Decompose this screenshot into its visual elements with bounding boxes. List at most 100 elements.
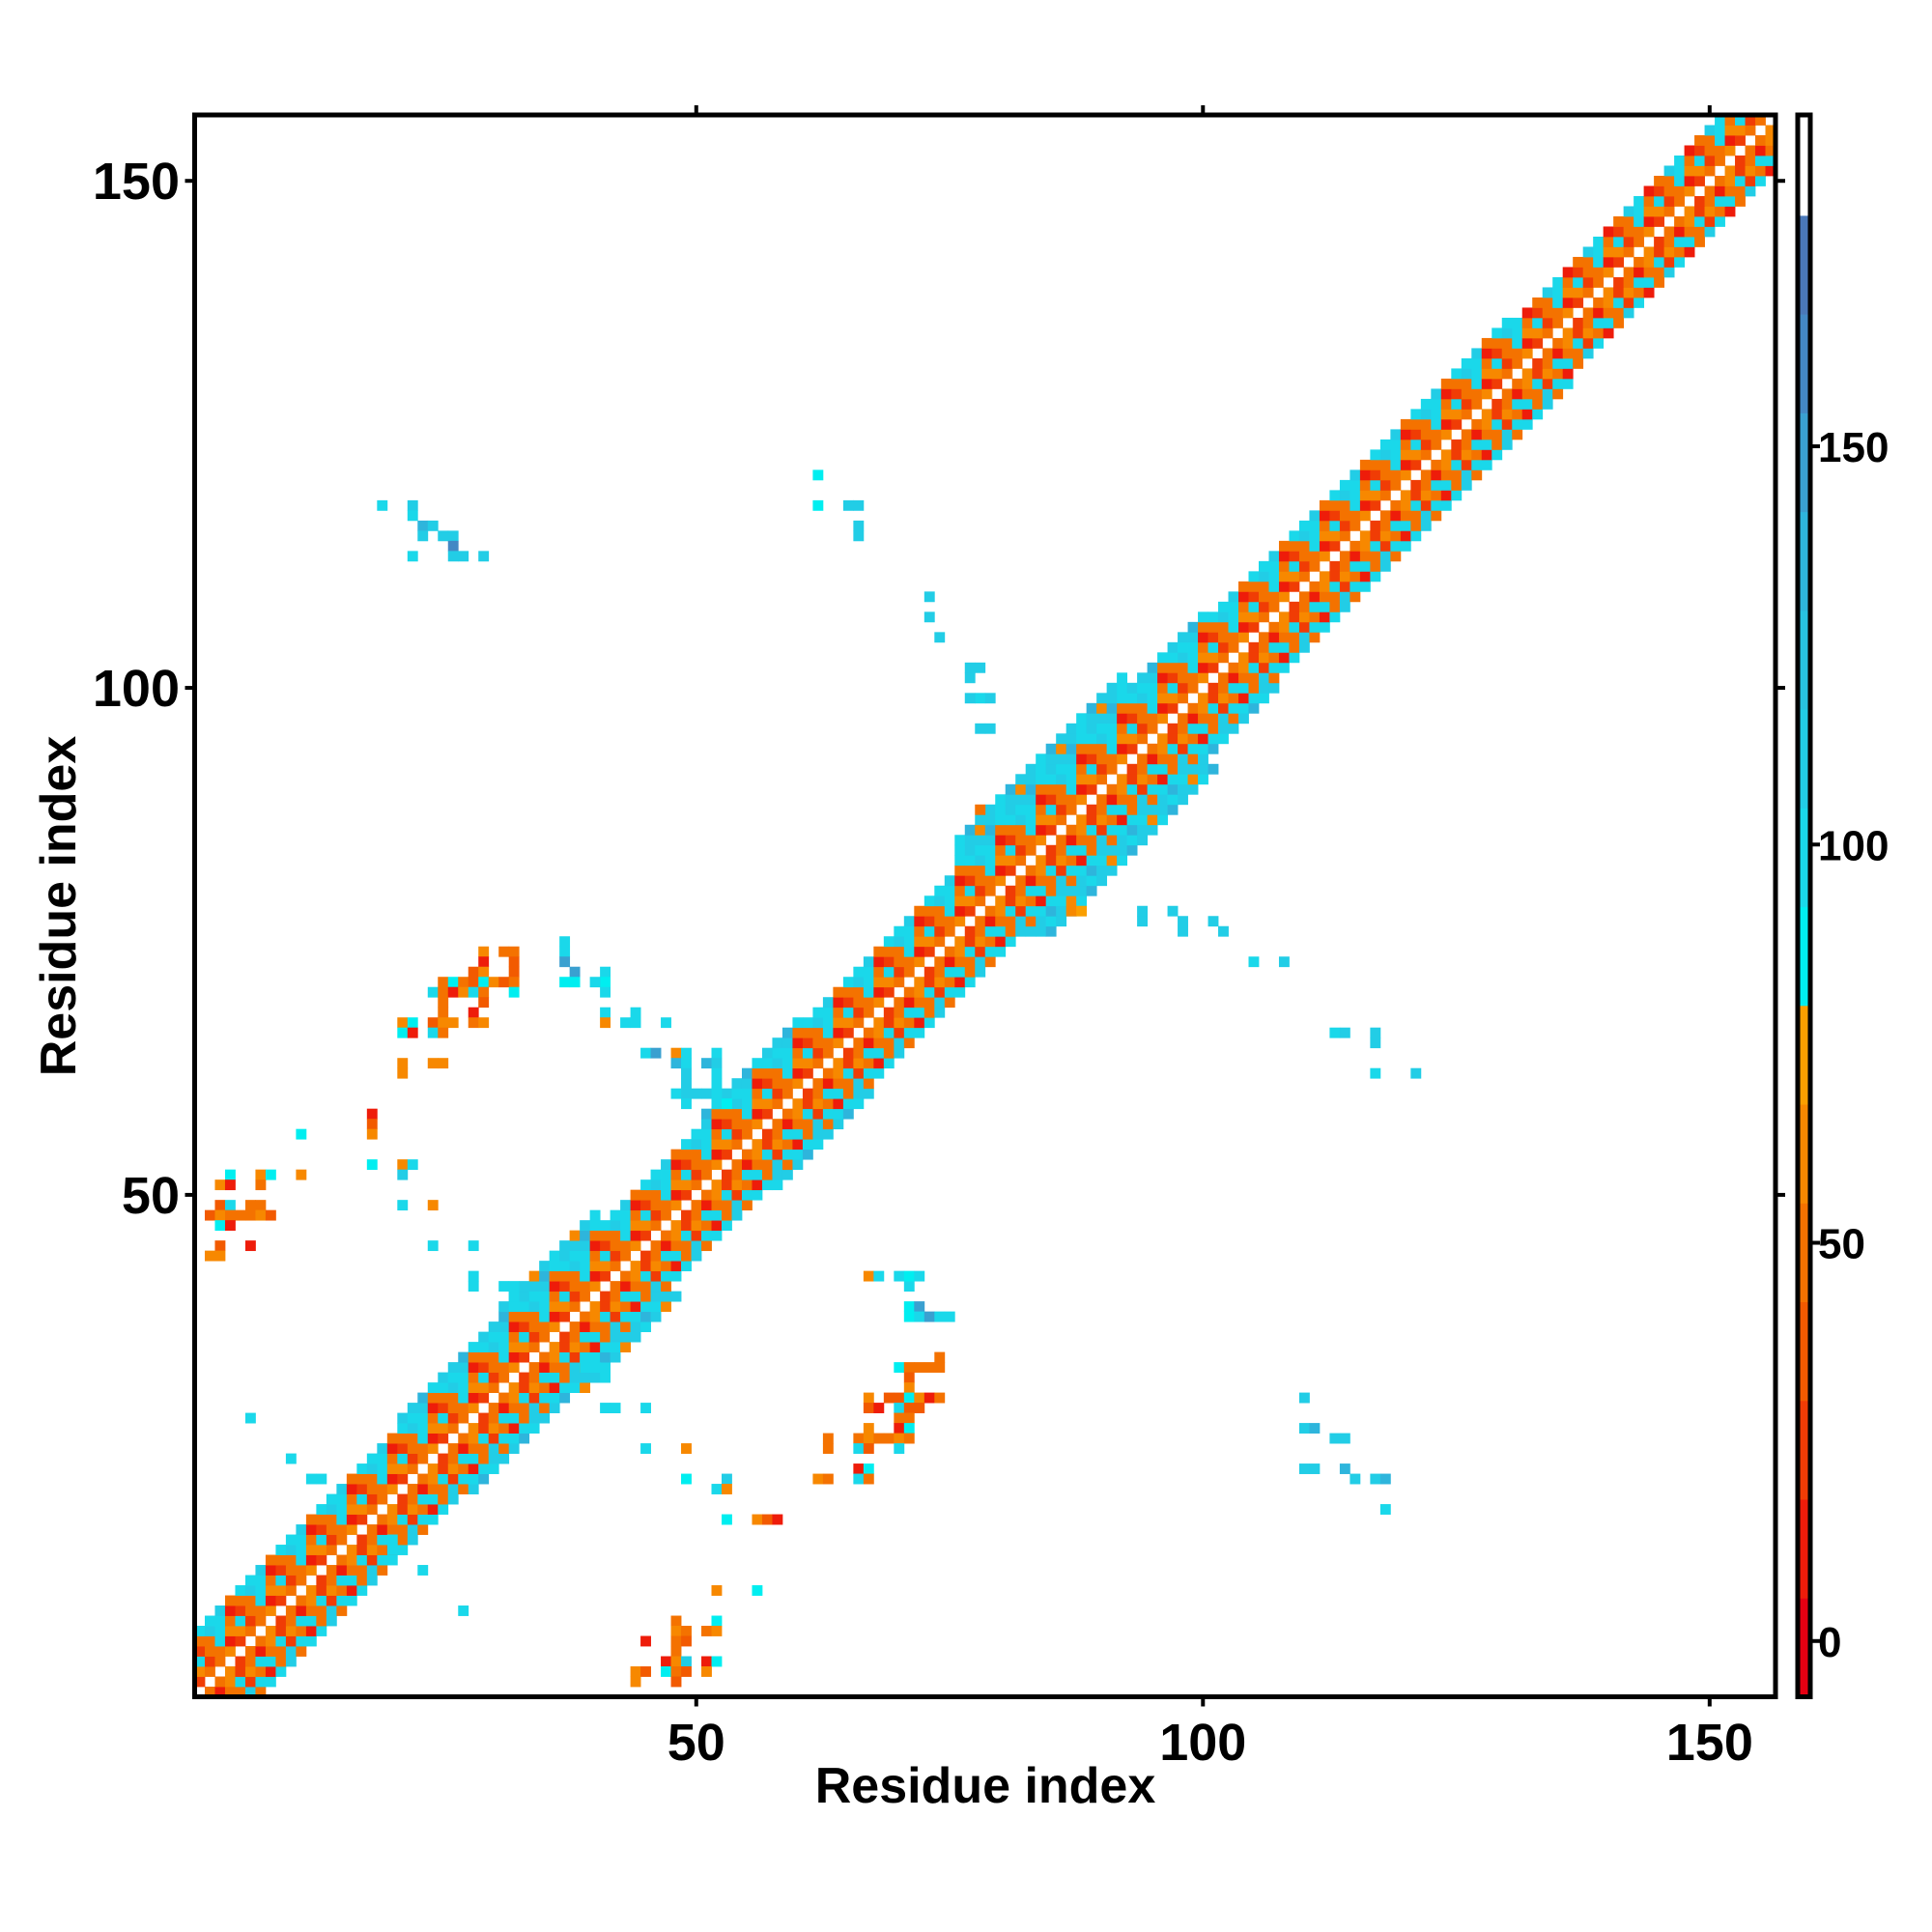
heatmap-cell xyxy=(498,1412,510,1424)
heatmap-cell xyxy=(1248,581,1260,592)
heatmap-cell xyxy=(802,1027,813,1038)
heatmap-cell xyxy=(1715,145,1725,156)
heatmap-cell xyxy=(417,1403,429,1413)
heatmap-cell xyxy=(580,1342,591,1353)
heatmap-cell xyxy=(1065,905,1077,917)
heatmap-cell xyxy=(1562,297,1574,308)
heatmap-cell xyxy=(802,1047,813,1059)
heatmap-cell xyxy=(447,530,459,542)
heatmap-cell xyxy=(397,1545,409,1555)
heatmap-cell xyxy=(366,1493,378,1505)
heatmap-cell xyxy=(1471,368,1483,380)
heatmap-cell xyxy=(1025,763,1037,775)
heatmap-cell xyxy=(1147,713,1158,724)
heatmap-cell xyxy=(975,835,986,846)
heatmap-cell xyxy=(741,1078,753,1090)
heatmap-cell xyxy=(661,1281,671,1293)
heatmap-cell xyxy=(589,1220,601,1232)
heatmap-cell xyxy=(1086,875,1097,887)
heatmap-cell xyxy=(1228,641,1239,653)
heatmap-cell xyxy=(1086,783,1097,795)
heatmap-cell xyxy=(1309,591,1321,603)
heatmap-cell xyxy=(1248,591,1260,603)
heatmap-cell xyxy=(488,1362,499,1374)
heatmap-cell xyxy=(1248,956,1260,968)
heatmap-cell xyxy=(356,1463,368,1474)
heatmap-cell xyxy=(1684,226,1695,238)
heatmap-cell xyxy=(995,936,1007,948)
heatmap-cell xyxy=(894,1443,905,1454)
heatmap-cell xyxy=(903,956,915,968)
heatmap-cell xyxy=(508,986,520,998)
heatmap-cell xyxy=(1096,763,1108,775)
heatmap-cell xyxy=(1370,540,1381,552)
heatmap-cell xyxy=(1298,632,1310,643)
heatmap-cell xyxy=(468,1017,479,1029)
heatmap-cell xyxy=(1178,743,1188,754)
heatmap-cell xyxy=(1117,672,1128,684)
heatmap-cell xyxy=(772,1149,783,1160)
heatmap-cell xyxy=(549,1281,560,1293)
heatmap-cell xyxy=(1715,185,1725,197)
heatmap-cell xyxy=(1542,378,1553,389)
heatmap-cell xyxy=(285,1565,297,1576)
heatmap-cell xyxy=(691,1250,702,1262)
heatmap-cell xyxy=(863,956,874,968)
heatmap-cell xyxy=(407,1484,418,1494)
heatmap-cell xyxy=(1198,632,1208,643)
heatmap-cell xyxy=(468,1433,479,1444)
heatmap-cell xyxy=(194,1676,206,1688)
heatmap-cell xyxy=(1117,753,1128,765)
heatmap-cell xyxy=(559,1291,571,1302)
heatmap-cell xyxy=(863,1037,874,1049)
heatmap-cell xyxy=(1298,1423,1310,1434)
heatmap-cell xyxy=(1036,875,1047,887)
heatmap-cell xyxy=(1745,175,1756,186)
heatmap-cell xyxy=(1289,551,1300,562)
heatmap-cell xyxy=(1359,571,1371,582)
heatmap-cell xyxy=(1005,885,1016,896)
heatmap-cell xyxy=(1045,814,1057,826)
heatmap-cell xyxy=(1420,469,1432,481)
heatmap-cell xyxy=(650,1311,662,1322)
heatmap-cell xyxy=(1359,459,1371,470)
heatmap-cell xyxy=(1258,682,1269,694)
heatmap-cell xyxy=(853,1058,865,1069)
heatmap-cell xyxy=(701,1088,712,1099)
heatmap-cell xyxy=(1643,267,1655,278)
heatmap-cell xyxy=(569,1351,581,1363)
heatmap-cell xyxy=(863,977,874,988)
heatmap-cell xyxy=(1157,753,1168,765)
heatmap-cell xyxy=(1106,783,1118,795)
heatmap-cell xyxy=(1451,418,1463,430)
heatmap-cell xyxy=(1187,783,1199,795)
heatmap-cell xyxy=(1086,713,1097,724)
heatmap-cell xyxy=(853,1473,865,1485)
heatmap-cell xyxy=(1379,490,1391,501)
heatmap-cell xyxy=(761,1139,773,1151)
heatmap-cell xyxy=(975,946,986,957)
heatmap-cell xyxy=(1339,1027,1350,1038)
heatmap-cell xyxy=(244,1412,256,1424)
heatmap-cell xyxy=(681,1250,692,1262)
heatmap-cell xyxy=(1258,601,1269,612)
heatmap-cell xyxy=(1208,621,1219,633)
heatmap-cell xyxy=(1420,510,1432,522)
heatmap-cell xyxy=(1339,591,1350,603)
heatmap-cell xyxy=(244,1209,256,1221)
heatmap-cell xyxy=(741,1098,753,1110)
heatmap-cell xyxy=(1248,702,1260,714)
heatmap-cell xyxy=(519,1301,530,1313)
heatmap-cell xyxy=(812,1037,824,1049)
heatmap-cell xyxy=(1056,814,1067,826)
heatmap-cell xyxy=(1431,418,1442,430)
heatmap-cell xyxy=(427,986,439,998)
heatmap-cell xyxy=(1056,916,1067,927)
heatmap-cell xyxy=(498,1331,510,1343)
heatmap-cell xyxy=(1521,337,1533,349)
heatmap-cell xyxy=(1298,520,1310,531)
heatmap-cell xyxy=(1512,348,1523,359)
heatmap-cell xyxy=(1674,236,1685,247)
heatmap-cell xyxy=(1238,581,1249,592)
heatmap-cell xyxy=(265,1554,276,1566)
